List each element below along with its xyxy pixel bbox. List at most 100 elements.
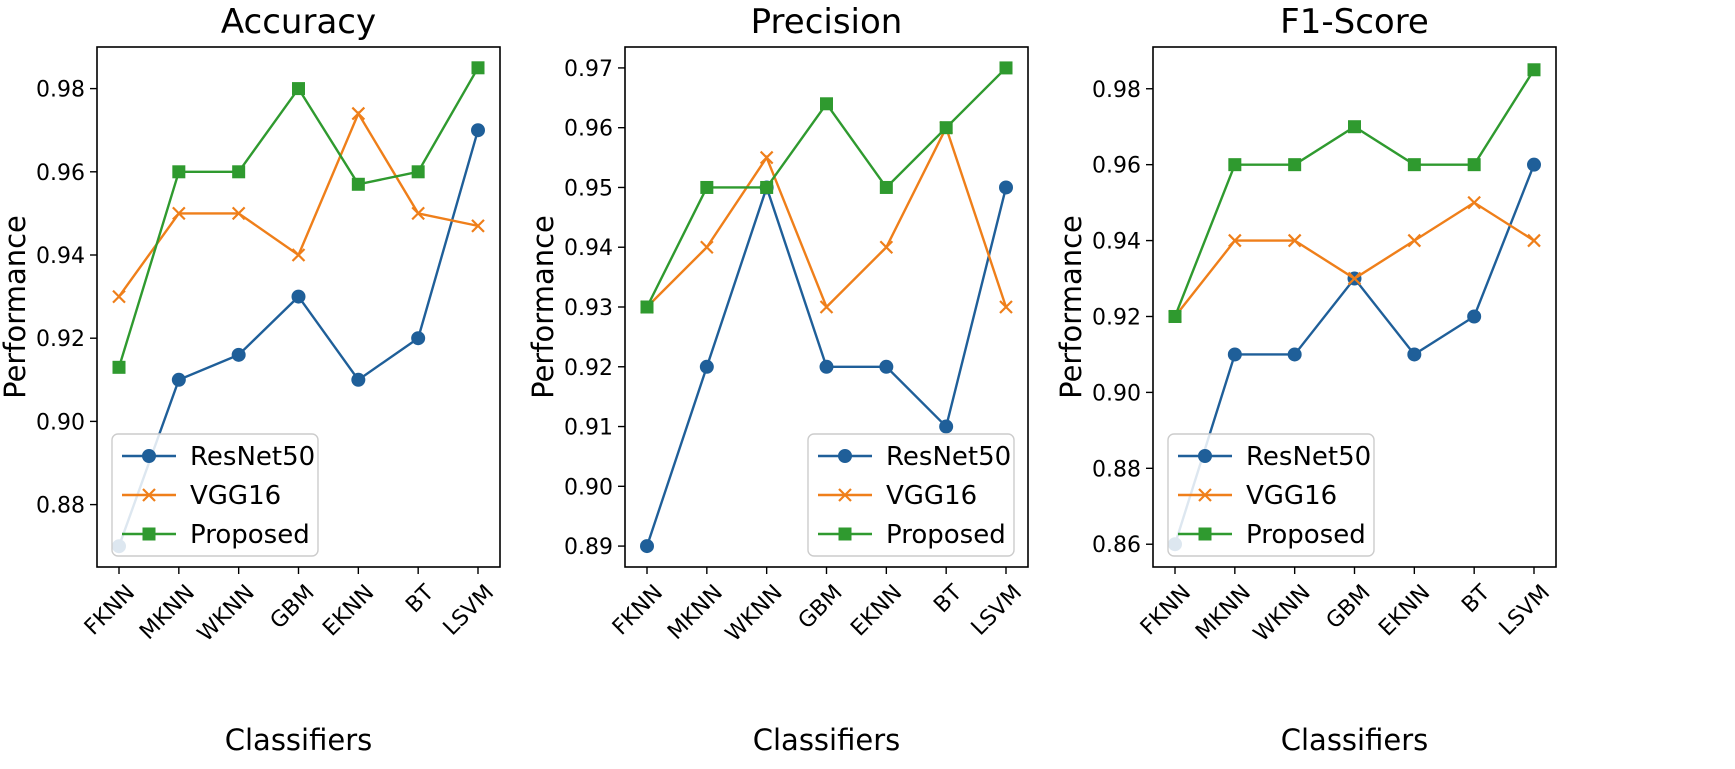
legend-label: VGG16 [1246,481,1337,511]
legend-label: VGG16 [886,481,977,511]
series-vgg16 [1168,195,1541,324]
x-tick-label: FKNN [80,580,140,640]
y-tick-label: 0.92 [564,356,613,381]
data-point [1527,157,1541,172]
data-point [1467,195,1481,210]
data-point [1407,347,1422,362]
chart-panel-f1-score: F1-Score 0.86 0.88 0.90 0.92 0.94 0.96 0.98 FKNN… [1054,2,1557,757]
chart-panel-accuracy: Accuracy 0.88 0.90 0.92 0.94 0.96 0.98 FKNNMKNN… [0,2,501,757]
data-point [232,165,246,179]
data-point [759,150,774,165]
legend-marker [142,488,156,502]
data-point [292,82,305,96]
data-point [1287,233,1302,248]
data-point [879,359,894,374]
x-tick-label: WKNN [193,580,260,647]
data-point [820,97,833,111]
data-point [1228,233,1242,248]
series-proposed [1168,63,1541,323]
x-axis-label: Classifiers [753,723,901,757]
y-tick-label: 0.88 [1092,457,1141,482]
data-point [1527,63,1541,77]
data-point [172,206,186,221]
data-point [999,300,1013,314]
data-point [291,289,306,304]
legend-marker [838,488,852,502]
x-tick-label: LSVM [967,580,1027,640]
legend-marker [838,527,852,541]
y-tick-label: 0.92 [1092,305,1141,330]
y-tick-label: 0.98 [1092,78,1141,103]
plot-frame [624,46,1029,568]
data-point [819,300,834,314]
y-tick-label: 0.98 [36,78,85,103]
data-point [1527,233,1541,248]
x-tick-label: GBM [1322,580,1376,634]
data-point [1228,158,1242,172]
y-tick-label: 0.86 [1092,533,1141,558]
series-resnet50 [1168,157,1541,552]
legend-label: Proposed [190,520,310,550]
data-point [700,180,714,194]
chart-panel-precision: Precision 0.89 0.90 0.91 0.92 0.93 0.94 0.95 0.9… [526,2,1029,757]
data-point [112,360,126,374]
y-axis-label: Performance [0,215,32,399]
data-point [999,61,1013,75]
series-proposed [640,61,1013,314]
series-vgg16 [112,106,485,304]
series-line [646,124,1008,310]
x-tick-label: LSVM [439,580,499,640]
y-tick-label: 0.88 [36,494,85,519]
data-point [700,240,714,255]
x-tick-label: GBM [266,580,320,634]
data-point [112,289,126,304]
series-resnet50 [112,123,485,554]
y-tick-label: 0.94 [36,244,85,269]
data-point [1467,158,1481,172]
plot-frame [1152,46,1557,568]
legend-label: Proposed [886,520,1006,550]
data-point [1288,158,1302,172]
y-tick-label: 0.96 [1092,154,1141,179]
y-tick-label: 0.96 [564,117,613,142]
y-tick-label: 0.95 [564,176,613,201]
data-point [411,206,425,221]
data-point [879,180,893,194]
series-line [118,110,479,298]
series-proposed [112,61,485,374]
data-point [351,177,365,191]
data-point [1467,309,1482,324]
data-point [1407,233,1422,248]
data-point [411,165,425,179]
legend-marker [1198,488,1212,502]
data-point [1407,158,1421,172]
x-tick-label: BT [929,580,967,618]
data-point [939,419,954,434]
y-tick-label: 0.94 [564,236,613,261]
legend-label: Proposed [1246,520,1366,550]
y-tick-label: 0.89 [564,535,613,560]
legend-marker [1198,527,1212,541]
data-point [819,359,834,374]
legend-label: ResNet50 [190,442,315,472]
x-tick-label: WKNN [1249,580,1316,647]
data-point [999,180,1013,195]
data-point [231,206,246,221]
legend-label: VGG16 [190,481,281,511]
y-tick-label: 0.97 [564,57,613,82]
data-point [640,300,654,314]
data-point [471,123,485,138]
y-axis-label: Performance [526,215,560,399]
x-tick-label: GBM [794,580,848,634]
x-tick-label: BT [1457,580,1495,618]
chart-title: Accuracy [221,2,376,42]
data-point [1168,309,1182,323]
y-tick-label: 0.90 [564,475,613,500]
data-point [699,359,714,374]
x-tick-label: MKNN [663,580,728,645]
data-point [411,331,426,346]
data-point [939,121,953,135]
plot-frame [96,46,501,568]
x-tick-label: EKNN [1374,580,1435,641]
